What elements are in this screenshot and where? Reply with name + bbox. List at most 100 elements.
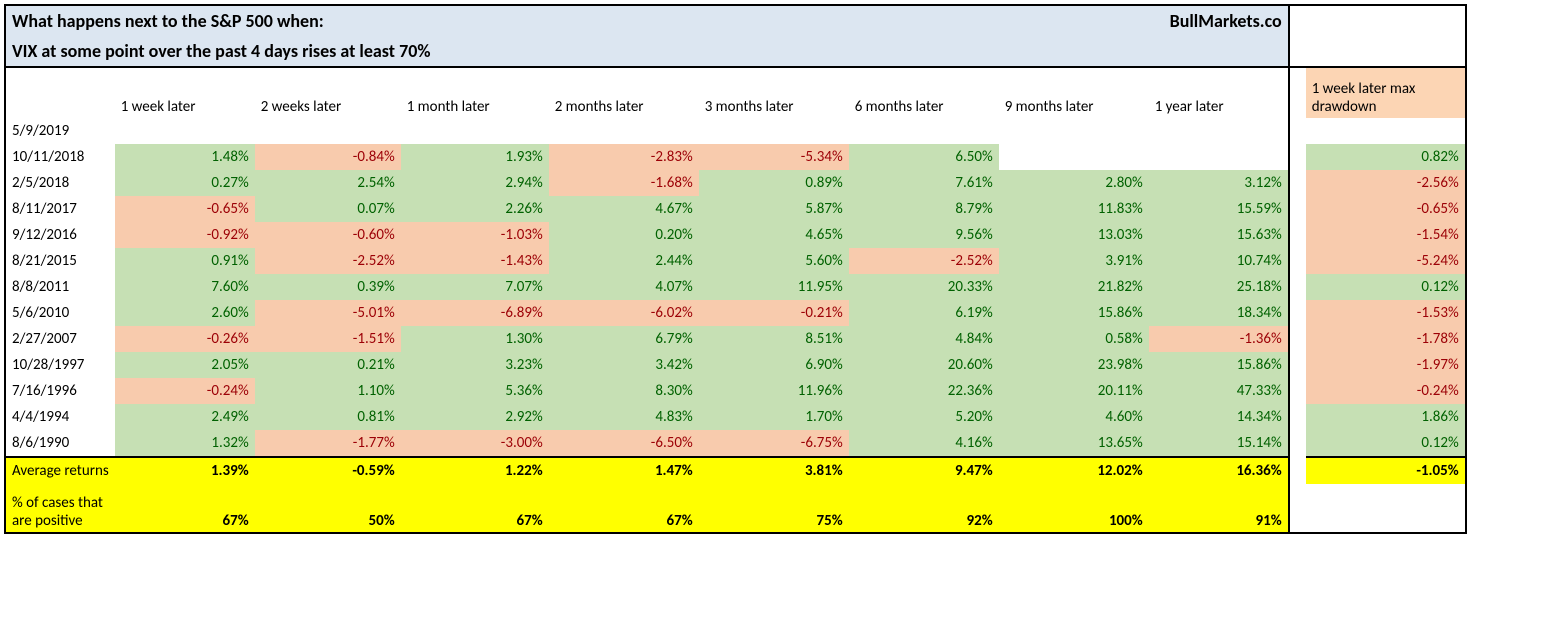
pct-positive-value: 50%: [255, 484, 401, 533]
value-cell: 3.91%: [999, 248, 1149, 274]
average-drawdown: -1.05%: [1306, 457, 1466, 484]
date-cell: 8/21/2015: [5, 248, 115, 274]
column-header: 1 week later: [115, 67, 255, 118]
date-cell: 8/8/2011: [5, 274, 115, 300]
pct-positive-drawdown: [1306, 484, 1466, 533]
value-cell: 20.60%: [849, 352, 999, 378]
value-cell: -0.92%: [115, 222, 255, 248]
column-header: 3 months later: [699, 67, 849, 118]
brand-label: BullMarkets.co: [999, 5, 1289, 36]
value-cell: 7.61%: [849, 170, 999, 196]
value-cell: -0.60%: [255, 222, 401, 248]
value-cell: -1.03%: [401, 222, 549, 248]
value-cell: 4.16%: [849, 430, 999, 457]
value-cell: -6.50%: [549, 430, 699, 457]
date-cell: 5/9/2019: [5, 118, 115, 144]
value-cell: 3.42%: [549, 352, 699, 378]
average-value: 1.22%: [401, 457, 549, 484]
title-line-2: VIX at some point over the past 4 days r…: [5, 36, 1289, 67]
date-cell: 2/5/2018: [5, 170, 115, 196]
value-cell: 2.60%: [115, 300, 255, 326]
value-cell: 1.30%: [401, 326, 549, 352]
column-header: 9 months later: [999, 67, 1149, 118]
value-cell: 4.84%: [849, 326, 999, 352]
value-cell: [849, 118, 999, 144]
value-cell: -1.51%: [255, 326, 401, 352]
value-cell: 6.79%: [549, 326, 699, 352]
date-cell: 7/16/1996: [5, 378, 115, 404]
value-cell: 15.86%: [1149, 352, 1289, 378]
drawdown-cell: -0.24%: [1306, 378, 1466, 404]
value-cell: 21.82%: [999, 274, 1149, 300]
value-cell: -1.36%: [1149, 326, 1289, 352]
value-cell: -1.43%: [401, 248, 549, 274]
value-cell: 4.65%: [699, 222, 849, 248]
value-cell: 0.91%: [115, 248, 255, 274]
value-cell: 7.07%: [401, 274, 549, 300]
average-value: 12.02%: [999, 457, 1149, 484]
value-cell: 0.81%: [255, 404, 401, 430]
value-cell: -1.77%: [255, 430, 401, 457]
value-cell: 5.60%: [699, 248, 849, 274]
value-cell: -0.26%: [115, 326, 255, 352]
date-cell: 2/27/2007: [5, 326, 115, 352]
drawdown-cell: -2.56%: [1306, 170, 1466, 196]
value-cell: 15.59%: [1149, 196, 1289, 222]
value-cell: [549, 118, 699, 144]
average-returns-label: Average returns: [5, 457, 115, 484]
value-cell: 0.21%: [255, 352, 401, 378]
pct-positive-value: 67%: [115, 484, 255, 533]
drawdown-cell: 0.12%: [1306, 430, 1466, 457]
value-cell: -6.02%: [549, 300, 699, 326]
value-cell: 20.11%: [999, 378, 1149, 404]
value-cell: 14.34%: [1149, 404, 1289, 430]
column-header: 2 weeks later: [255, 67, 401, 118]
date-cell: 10/28/1997: [5, 352, 115, 378]
value-cell: 15.63%: [1149, 222, 1289, 248]
value-cell: 2.92%: [401, 404, 549, 430]
value-cell: 7.60%: [115, 274, 255, 300]
date-column-header: [5, 67, 115, 118]
value-cell: 1.48%: [115, 144, 255, 170]
value-cell: 0.39%: [255, 274, 401, 300]
value-cell: 1.70%: [699, 404, 849, 430]
value-cell: 2.54%: [255, 170, 401, 196]
value-cell: 2.49%: [115, 404, 255, 430]
value-cell: 6.19%: [849, 300, 999, 326]
value-cell: 15.86%: [999, 300, 1149, 326]
value-cell: 4.83%: [549, 404, 699, 430]
value-cell: 5.20%: [849, 404, 999, 430]
value-cell: 1.93%: [401, 144, 549, 170]
drawdown-cell: -0.65%: [1306, 196, 1466, 222]
pct-positive-value: 67%: [549, 484, 699, 533]
value-cell: 10.74%: [1149, 248, 1289, 274]
value-cell: 3.12%: [1149, 170, 1289, 196]
value-cell: 8.79%: [849, 196, 999, 222]
value-cell: 0.89%: [699, 170, 849, 196]
column-header: 1 year later: [1149, 67, 1289, 118]
pct-positive-value: 75%: [699, 484, 849, 533]
value-cell: -0.24%: [115, 378, 255, 404]
value-cell: 11.95%: [699, 274, 849, 300]
value-cell: 4.60%: [999, 404, 1149, 430]
pct-positive-label: % of cases that are positive: [5, 484, 115, 533]
value-cell: 2.94%: [401, 170, 549, 196]
drawdown-cell: -1.53%: [1306, 300, 1466, 326]
value-cell: -5.01%: [255, 300, 401, 326]
value-cell: 3.23%: [401, 352, 549, 378]
value-cell: -2.83%: [549, 144, 699, 170]
value-cell: [1149, 144, 1289, 170]
date-cell: 9/12/2016: [5, 222, 115, 248]
average-value: 1.47%: [549, 457, 699, 484]
pct-positive-value: 67%: [401, 484, 549, 533]
date-cell: 5/6/2010: [5, 300, 115, 326]
value-cell: -3.00%: [401, 430, 549, 457]
drawdown-cell: -5.24%: [1306, 248, 1466, 274]
value-cell: 5.36%: [401, 378, 549, 404]
pct-positive-value: 92%: [849, 484, 999, 533]
value-cell: [255, 118, 401, 144]
date-cell: 10/11/2018: [5, 144, 115, 170]
drawdown-column-header: 1 week later max drawdown: [1306, 67, 1466, 118]
value-cell: 11.96%: [699, 378, 849, 404]
value-cell: 2.44%: [549, 248, 699, 274]
